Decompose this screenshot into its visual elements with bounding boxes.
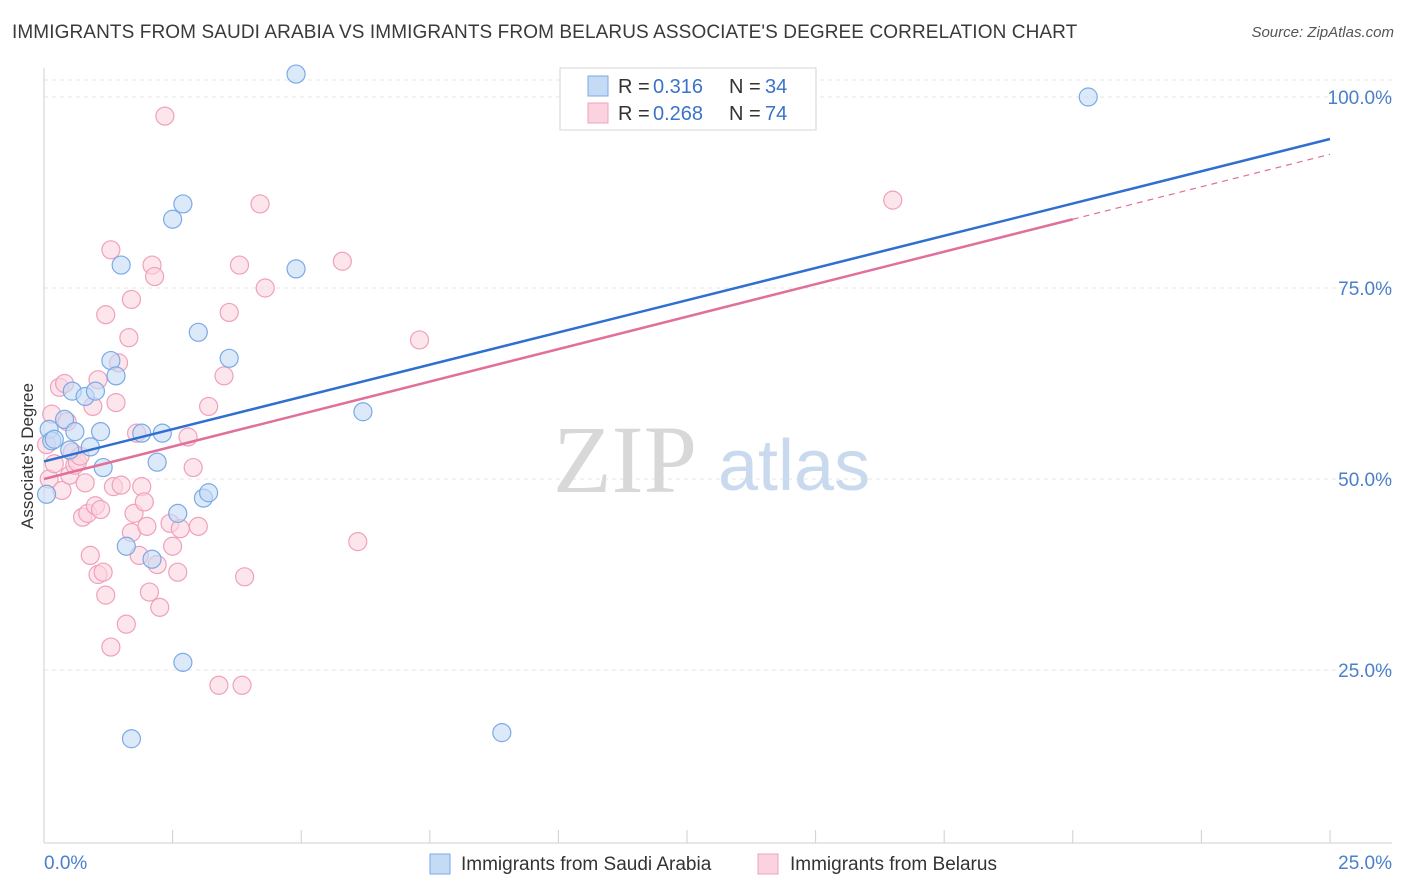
belarus-point-46 bbox=[155, 106, 175, 126]
saudi-point-9 bbox=[80, 437, 100, 457]
belarus-point-56 bbox=[214, 366, 234, 386]
y-tick-label-0: 25.0% bbox=[1338, 661, 1392, 682]
belarus-point-52 bbox=[183, 457, 203, 478]
saudi-point-7 bbox=[65, 422, 85, 442]
saudi-point-17 bbox=[121, 729, 142, 749]
belarus-point-41 bbox=[139, 582, 160, 602]
bottom-legend-swatch-belarus bbox=[757, 853, 779, 875]
belarus-point-21 bbox=[90, 499, 111, 520]
legend-n-value-saudi: 34 bbox=[765, 76, 787, 98]
saudi-point-3 bbox=[44, 429, 64, 449]
watermark-atlas: atlas bbox=[718, 426, 870, 506]
trend-line-belarus-extension bbox=[1072, 153, 1331, 220]
saudi-point-31 bbox=[286, 259, 306, 279]
saudi-point-4 bbox=[54, 409, 75, 430]
belarus-point-14 bbox=[75, 473, 95, 493]
saudi-point-32 bbox=[353, 402, 373, 422]
legend-n-label-saudi: N = bbox=[729, 76, 761, 98]
saudi-point-25 bbox=[173, 652, 193, 672]
saudi-point-19 bbox=[142, 549, 162, 569]
belarus-point-55 bbox=[209, 675, 229, 695]
x-tick-label-min: 0.0% bbox=[44, 853, 87, 874]
legend-r-label-belarus: R = bbox=[618, 103, 650, 125]
belarus-point-24 bbox=[96, 305, 116, 325]
legend-r-label-saudi: R = bbox=[618, 76, 650, 98]
belarus-point-25 bbox=[101, 240, 121, 260]
series-belarus-points bbox=[36, 106, 903, 695]
belarus-point-39 bbox=[134, 492, 154, 512]
trend-line-saudi bbox=[43, 137, 1331, 463]
saudi-point-30 bbox=[286, 64, 306, 84]
watermark-zip: ZIP bbox=[553, 406, 697, 513]
y-axis-label: Associate's Degree bbox=[18, 383, 37, 529]
chart-source: Source: ZipAtlas.com bbox=[1251, 24, 1394, 41]
saudi-point-0 bbox=[36, 484, 57, 504]
x-tick-label-max: 25.0% bbox=[1338, 853, 1392, 874]
series-legend: Immigrants from Saudi Arabia Immigrants … bbox=[429, 853, 997, 875]
saudi-point-10 bbox=[85, 381, 106, 401]
y-tick-label-3: 100.0% bbox=[1328, 88, 1393, 109]
belarus-point-57 bbox=[219, 302, 239, 323]
belarus-point-65 bbox=[409, 330, 430, 350]
trend-lines bbox=[43, 137, 1331, 481]
belarus-point-62 bbox=[255, 278, 275, 298]
saudi-point-20 bbox=[147, 452, 167, 472]
legend-n-label-belarus: N = bbox=[729, 103, 761, 125]
x-axis-ticks bbox=[43, 830, 1331, 843]
belarus-point-61 bbox=[250, 194, 270, 214]
saudi-point-22 bbox=[163, 209, 183, 229]
belarus-point-33 bbox=[121, 289, 142, 310]
legend-swatch-saudi bbox=[587, 75, 609, 97]
belarus-point-31 bbox=[116, 614, 136, 634]
chart-title: IMMIGRANTS FROM SAUDI ARABIA VS IMMIGRAN… bbox=[12, 22, 1078, 43]
belarus-point-48 bbox=[163, 536, 183, 556]
belarus-point-49 bbox=[168, 562, 188, 582]
saudi-point-14 bbox=[106, 366, 126, 386]
saudi-point-11 bbox=[90, 422, 111, 442]
saudi-point-26 bbox=[188, 322, 208, 342]
correlation-legend: R = 0.316 N = 34 R = 0.268 N = 74 bbox=[559, 67, 817, 131]
legend-r-value-belarus: 0.268 bbox=[653, 103, 703, 125]
legend-r-value-saudi: 0.316 bbox=[653, 76, 703, 98]
legend-swatch-belarus bbox=[587, 102, 609, 124]
belarus-point-60 bbox=[235, 567, 255, 587]
series-saudi-points bbox=[36, 64, 1098, 749]
belarus-point-30 bbox=[111, 475, 131, 495]
saudi-point-28 bbox=[199, 483, 219, 503]
belarus-point-45 bbox=[150, 597, 170, 617]
belarus-point-40 bbox=[137, 516, 157, 536]
y-tick-label-1: 50.0% bbox=[1338, 470, 1392, 491]
saudi-point-33 bbox=[492, 723, 512, 743]
bottom-legend-label-saudi: Immigrants from Saudi Arabia bbox=[461, 854, 712, 875]
saudi-point-29 bbox=[219, 348, 239, 368]
saudi-point-23 bbox=[168, 503, 188, 523]
belarus-point-53 bbox=[188, 516, 208, 536]
saudi-point-24 bbox=[173, 194, 193, 214]
bottom-legend-label-belarus: Immigrants from Belarus bbox=[790, 854, 997, 875]
belarus-point-59 bbox=[232, 675, 252, 695]
belarus-point-66 bbox=[883, 190, 903, 210]
saudi-point-34 bbox=[1078, 87, 1098, 107]
belarus-point-28 bbox=[106, 393, 126, 413]
legend-n-value-belarus: 74 bbox=[765, 103, 787, 125]
belarus-point-63 bbox=[332, 251, 352, 271]
saudi-point-16 bbox=[116, 536, 136, 556]
bottom-legend-swatch-saudi bbox=[429, 853, 451, 875]
belarus-point-22 bbox=[93, 562, 113, 582]
y-axis-tick-labels: 25.0% 50.0% 75.0% 100.0% bbox=[1328, 88, 1393, 682]
belarus-point-54 bbox=[199, 396, 219, 417]
trend-line-belarus bbox=[43, 218, 1074, 481]
y-tick-label-2: 75.0% bbox=[1338, 279, 1392, 300]
belarus-point-26 bbox=[101, 637, 121, 657]
belarus-point-64 bbox=[348, 532, 368, 552]
belarus-point-23 bbox=[96, 585, 116, 605]
belarus-point-58 bbox=[229, 255, 250, 275]
belarus-point-32 bbox=[119, 328, 139, 348]
belarus-point-43 bbox=[144, 266, 165, 287]
saudi-point-15 bbox=[111, 255, 131, 275]
belarus-point-16 bbox=[80, 545, 100, 566]
